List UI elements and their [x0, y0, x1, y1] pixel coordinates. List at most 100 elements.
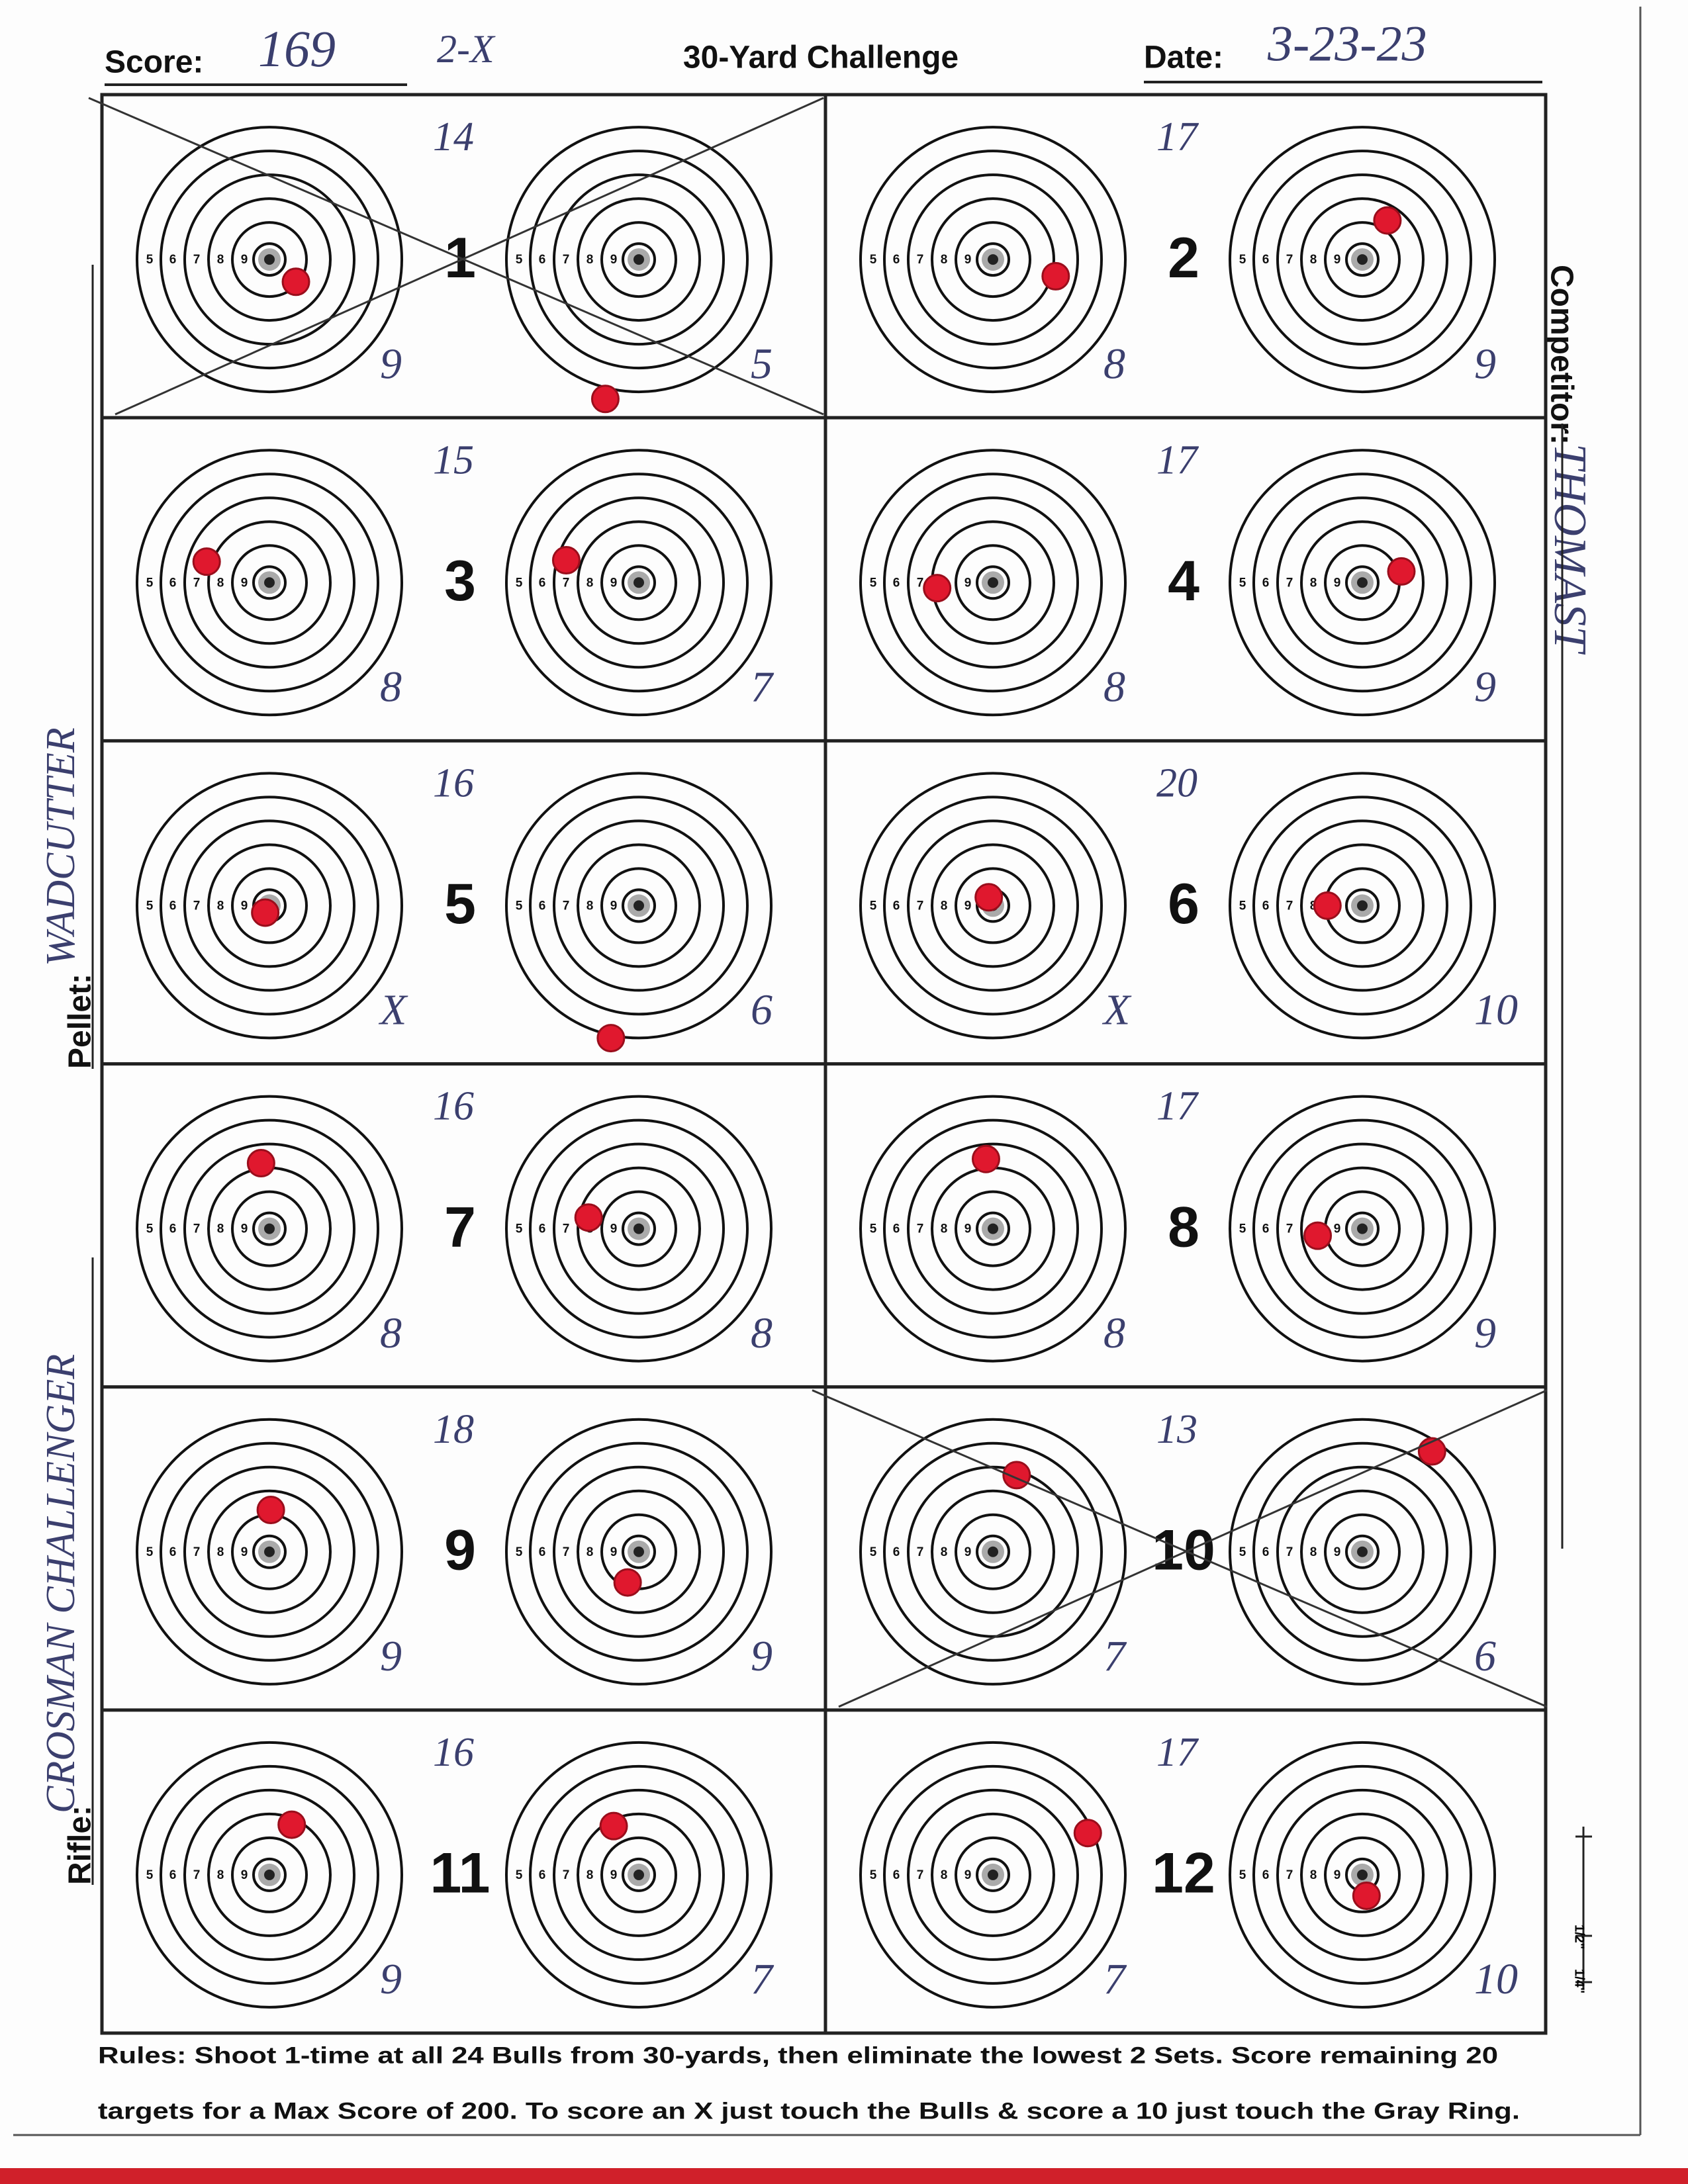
ring-label: 5	[870, 899, 877, 913]
ring	[577, 843, 701, 968]
ring-label: 9	[964, 1868, 972, 1882]
ring	[600, 221, 677, 298]
right-score: 10	[1474, 986, 1518, 1034]
ring	[529, 473, 749, 693]
ring	[553, 1788, 725, 1961]
set-number: 4	[1168, 549, 1199, 613]
ring-label: 9	[241, 576, 248, 590]
ring-label: 9	[610, 899, 618, 913]
ring	[183, 819, 355, 992]
ring-label: 9	[1334, 1868, 1341, 1882]
ring-label: 5	[870, 576, 877, 590]
ring	[907, 496, 1079, 669]
ring-label: 6	[893, 576, 900, 590]
ring	[183, 496, 355, 669]
cross-out	[115, 97, 824, 416]
ring	[136, 772, 403, 1040]
left-score: 8	[1103, 1309, 1125, 1357]
shot-hole	[923, 574, 952, 603]
ring-label: 7	[1286, 1545, 1293, 1559]
ring	[529, 1764, 749, 1985]
ring-label: 5	[146, 1222, 154, 1236]
pellet: WADCUTTER	[38, 727, 83, 966]
ring	[859, 1741, 1127, 2009]
shot-hole	[1313, 891, 1342, 920]
x-count: 2-X	[437, 27, 496, 71]
ring-label: 5	[870, 1545, 877, 1559]
ring	[1324, 1513, 1401, 1590]
ring-label: 5	[1239, 1222, 1246, 1236]
ring-label: 9	[964, 576, 972, 590]
set-number: 3	[444, 549, 476, 613]
ring	[859, 1418, 1127, 1686]
ring-label: 7	[563, 1545, 570, 1559]
ring-label: 6	[539, 1545, 546, 1559]
ring-label: 8	[941, 1868, 948, 1882]
left-score: 8	[1103, 662, 1125, 711]
ring-label: 6	[893, 1868, 900, 1882]
set-total: 17	[1156, 1084, 1199, 1129]
ring-label: 6	[893, 253, 900, 267]
ring	[207, 843, 332, 968]
ring-label: 5	[1239, 899, 1246, 913]
set-total: 16	[433, 1084, 474, 1129]
ring	[883, 1764, 1103, 1985]
shot-hole	[590, 385, 620, 414]
ring-label: 6	[1262, 1222, 1270, 1236]
ring	[183, 1142, 355, 1315]
ring-label: 9	[964, 253, 972, 267]
shot-hole	[1303, 1221, 1333, 1250]
bull	[988, 1223, 998, 1234]
bull	[988, 254, 998, 265]
ring	[907, 819, 1079, 992]
bull	[1357, 1869, 1368, 1880]
ring-label: 9	[964, 899, 972, 913]
ring-label: 8	[941, 253, 948, 267]
ring	[955, 1190, 1031, 1267]
ring	[907, 1788, 1079, 1961]
ring-label: 5	[146, 1545, 154, 1559]
ring	[883, 150, 1103, 370]
ring	[1300, 1166, 1425, 1291]
set-total: 17	[1156, 1730, 1199, 1775]
ring	[207, 520, 332, 645]
right-score: 9	[751, 1632, 773, 1680]
ring-label: 6	[1262, 1545, 1270, 1559]
ring	[505, 1741, 773, 2009]
ring	[1300, 843, 1425, 968]
ring	[231, 544, 308, 621]
rules-line: Rules: Shoot 1-time at all 24 Bulls from…	[98, 2042, 1498, 2068]
ring	[183, 1788, 355, 1961]
left-score: 9	[380, 1632, 402, 1680]
target-grid: 5 6 7 8 9 5 6 7 8 9 11 4 9 5 5 6 7 8 9 5 6 7 8 9 2 17 8 9 5 6 7 8 9 5 6 7 8 9…	[88, 93, 1548, 2035]
set-number: 5	[444, 872, 476, 936]
ring-label: 5	[870, 253, 877, 267]
left-score: 7	[1103, 1955, 1127, 2003]
ring-label: 8	[586, 899, 594, 913]
ring	[1276, 819, 1448, 992]
set-number: 11	[430, 1842, 491, 1905]
ring-label: 5	[146, 576, 154, 590]
ring-label: 7	[917, 1868, 924, 1882]
ring-label: 8	[217, 1222, 224, 1236]
ring-label: 7	[563, 899, 570, 913]
ring	[231, 221, 308, 298]
ring	[553, 819, 725, 992]
ring	[883, 1118, 1103, 1339]
bull	[633, 1869, 644, 1880]
set-number: 8	[1168, 1195, 1199, 1259]
score-label: Score:	[105, 45, 203, 80]
right-score: 9	[1474, 1309, 1496, 1357]
ring-label: 9	[241, 1545, 248, 1559]
bull	[264, 1223, 275, 1234]
ring-label: 7	[1286, 1868, 1293, 1882]
ring-label: 7	[563, 1222, 570, 1236]
ring	[553, 1465, 725, 1638]
ring	[859, 449, 1127, 717]
ring	[883, 1441, 1103, 1662]
set-number: 2	[1168, 226, 1199, 290]
ring	[160, 1764, 379, 1985]
shot-hole	[1352, 1882, 1381, 1911]
ring	[1229, 772, 1496, 1040]
